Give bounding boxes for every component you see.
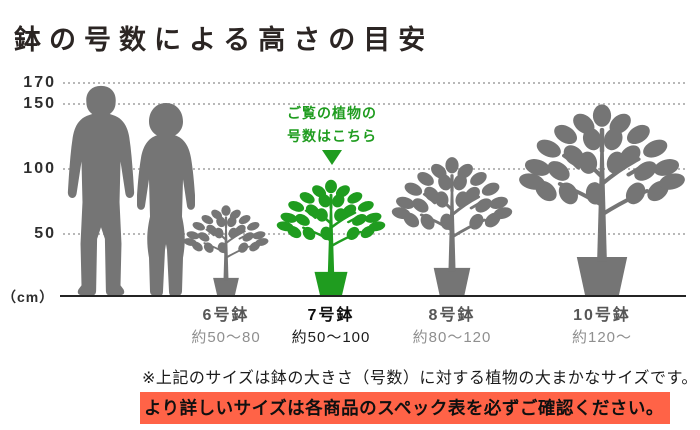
- gridline-170: [63, 82, 688, 84]
- callout: ご覧の植物の 号数はこちら: [252, 102, 412, 148]
- unit-label-cm: （cm）: [2, 289, 55, 305]
- pot-range: 約50〜80: [191, 329, 261, 346]
- man-silhouette-icon: [62, 84, 140, 297]
- pot-range: 約120〜: [571, 329, 633, 346]
- page-title: 鉢の号数による高さの目安: [14, 25, 434, 55]
- tick-label-50: 50: [34, 225, 56, 242]
- tick-label-150: 150: [23, 95, 56, 112]
- tree-8-icon: [391, 143, 513, 297]
- gridline-150: [63, 103, 688, 105]
- pot-name: 6号鉢: [202, 307, 250, 324]
- footer-warning: より詳しいサイズは各商品のスペック表を必ずご確認ください。: [140, 392, 670, 424]
- tick-label-170: 170: [23, 74, 56, 91]
- callout-line-1: ご覧の植物の: [287, 105, 377, 121]
- pot-range: 約50〜100: [291, 329, 371, 346]
- tree-6-icon: [183, 196, 269, 297]
- gridline-100: [63, 168, 688, 170]
- baseline: [60, 295, 686, 297]
- footer-note: ※上記のサイズは鉢の大きさ（号数）に対する植物の大まかなサイズです。: [142, 370, 698, 387]
- pot-label-8: 8号鉢 約80〜120: [413, 301, 492, 347]
- pot-name: 8号鉢: [428, 307, 476, 324]
- pot-name: 10号鉢: [573, 307, 631, 324]
- pot-label-7: 7号鉢 約50〜100: [292, 301, 371, 347]
- tick-label-100: 100: [23, 160, 56, 177]
- pot-label-6: 6号鉢 約50〜80: [191, 301, 260, 347]
- pot-name: 7号鉢: [307, 307, 355, 324]
- gridline-50: [63, 233, 688, 235]
- tree-7-icon: [276, 168, 386, 296]
- pot-range: 約80〜120: [412, 329, 492, 346]
- triangle-down-icon: [322, 150, 342, 165]
- pot-label-10: 10号鉢 約120〜: [572, 301, 632, 347]
- callout-line-2: 号数はこちら: [287, 128, 377, 144]
- tree-10-icon: [518, 85, 686, 297]
